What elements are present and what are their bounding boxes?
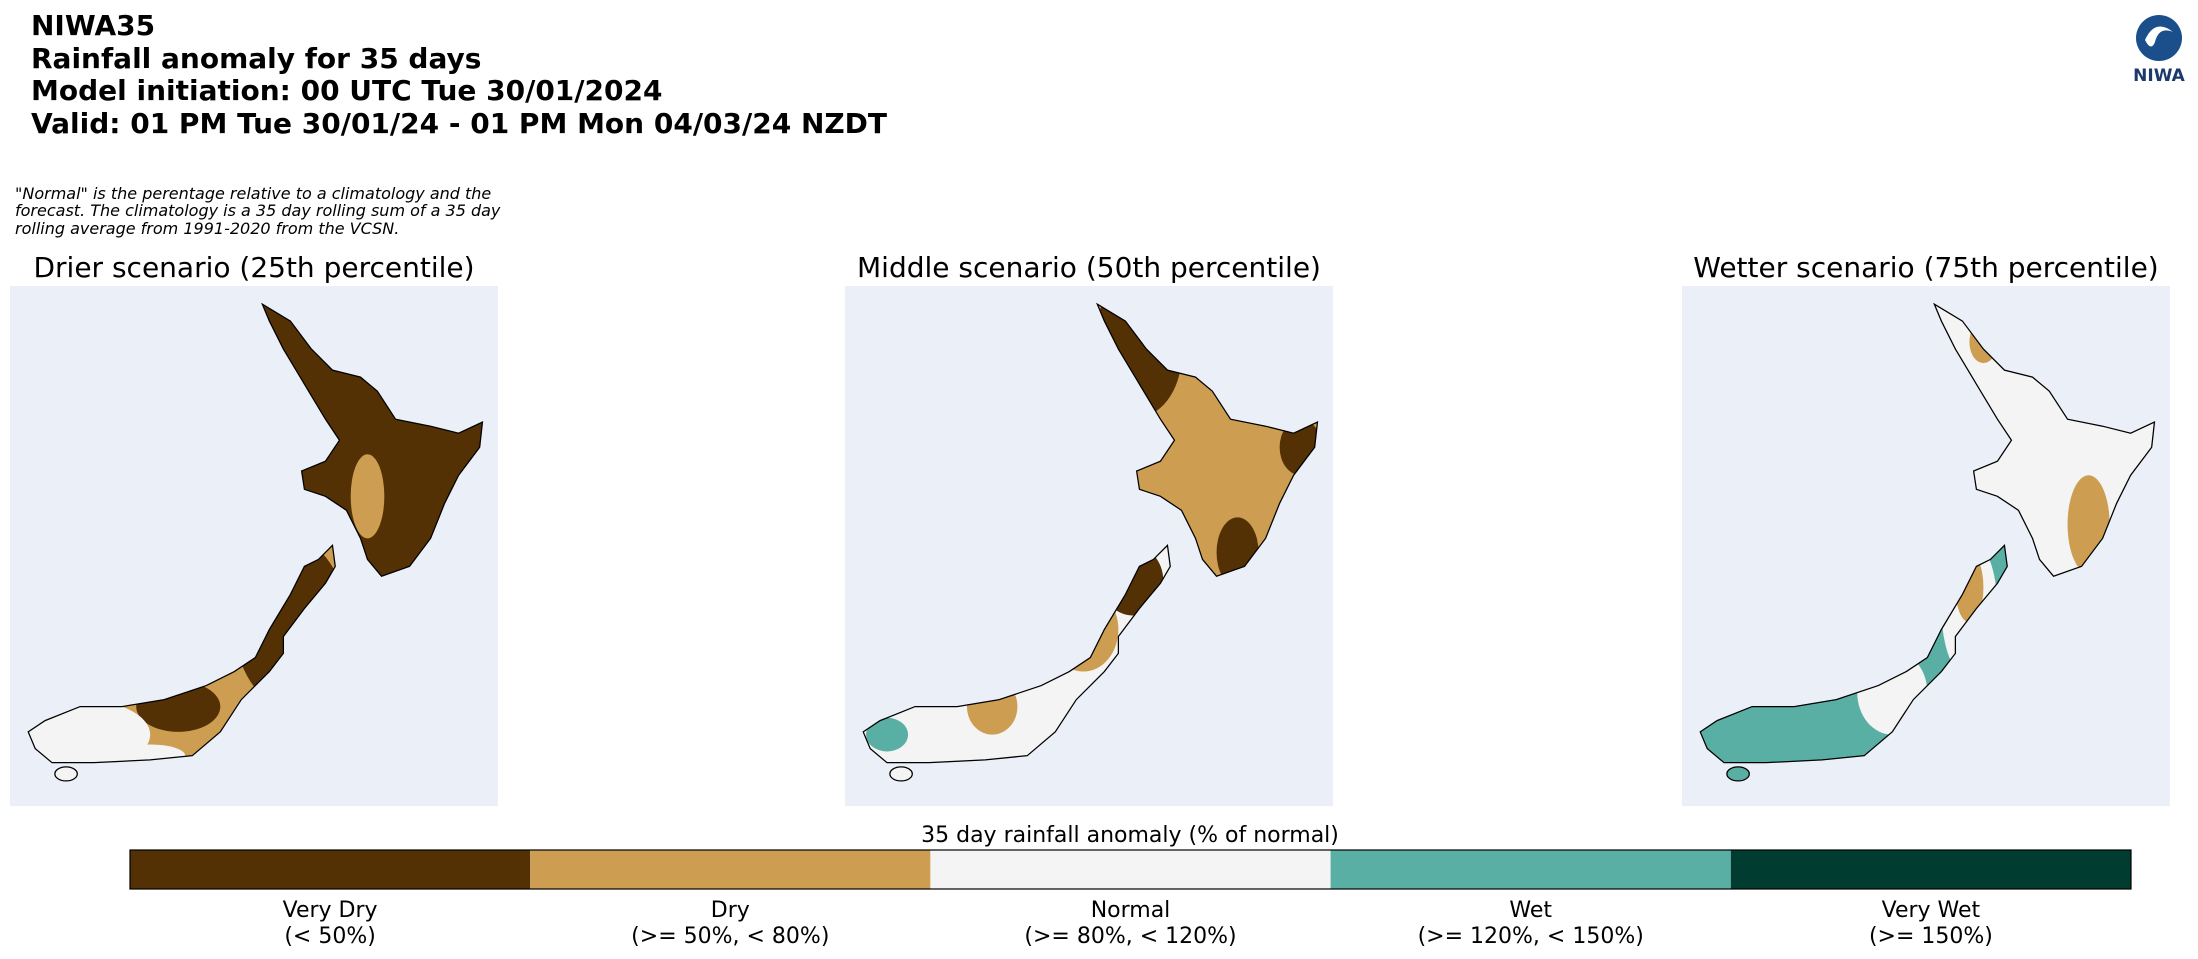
logo-text: NIWA bbox=[2133, 66, 2186, 86]
colorbar-segment bbox=[530, 850, 931, 889]
header: NIWA35 Rainfall anomaly for 35 days Mode… bbox=[31, 9, 887, 140]
colorbar-range: (< 50%) bbox=[284, 924, 376, 949]
map-panel bbox=[1682, 286, 2170, 807]
title-line: Valid: 01 PM Tue 30/01/24 - 01 PM Mon 04… bbox=[31, 107, 887, 140]
note-line: rolling average from 1991-2020 from the … bbox=[15, 219, 399, 238]
title-line: Model initiation: 00 UTC Tue 30/01/2024 bbox=[31, 74, 662, 107]
title-line: NIWA35 bbox=[31, 9, 155, 42]
panel-title: Middle scenario (50th percentile) bbox=[857, 251, 1321, 284]
note-line: "Normal" is the perentage relative to a … bbox=[15, 184, 491, 203]
colorbar-range: (>= 120%, < 150%) bbox=[1418, 924, 1644, 949]
colorbar-segment bbox=[930, 850, 1331, 889]
colorbar-range: (>= 80%, < 120%) bbox=[1024, 924, 1236, 949]
map-panel bbox=[845, 286, 1333, 807]
colorbar-label: 35 day rainfall anomaly (% of normal) bbox=[921, 823, 1339, 848]
note-line: forecast. The climatology is a 35 day ro… bbox=[15, 201, 501, 220]
logo: NIWA bbox=[2133, 15, 2186, 86]
title-line: Rainfall anomaly for 35 days bbox=[31, 42, 481, 75]
map-panel bbox=[10, 286, 498, 807]
colorbar-range: (>= 50%, < 80%) bbox=[631, 924, 829, 949]
note: "Normal" is the perentage relative to a … bbox=[15, 184, 501, 238]
colorbar-segment bbox=[130, 850, 531, 889]
panel-title: Wetter scenario (75th percentile) bbox=[1693, 251, 2158, 284]
colorbar-category: Dry bbox=[711, 898, 750, 923]
colorbar-category: Very Wet bbox=[1882, 898, 1981, 923]
colorbar-segment bbox=[1330, 850, 1731, 889]
colorbar-category: Wet bbox=[1509, 898, 1552, 923]
colorbar-segment bbox=[1730, 850, 2131, 889]
colorbar-frame bbox=[129, 849, 2132, 890]
colorbar-category: Normal bbox=[1091, 898, 1171, 923]
colorbar: Very Dry(< 50%)Dry(>= 50%, < 80%)Normal(… bbox=[129, 849, 2132, 949]
colorbar-category: Very Dry bbox=[283, 898, 378, 923]
colorbar-range: (>= 150%) bbox=[1869, 924, 1993, 949]
panel-title: Drier scenario (25th percentile) bbox=[33, 251, 474, 284]
